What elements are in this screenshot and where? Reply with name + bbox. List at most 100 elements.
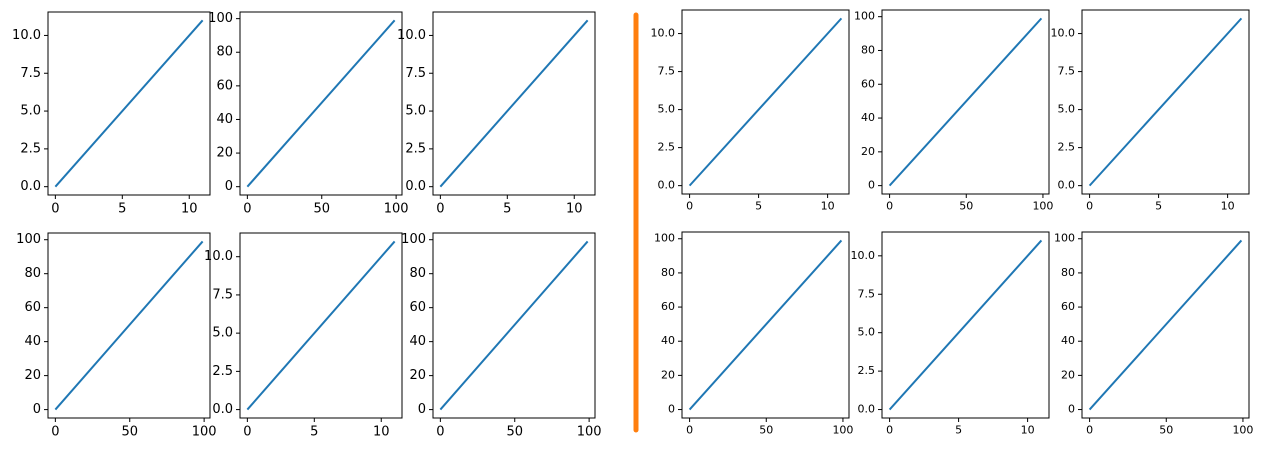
y-tick-label: 0.0: [658, 179, 676, 192]
x-tick-label: 5: [1155, 200, 1162, 213]
y-tick-label: 100: [401, 232, 426, 247]
y-tick-label: 5.0: [405, 104, 426, 119]
y-tick-label: 100: [654, 232, 675, 245]
y-tick-label: 80: [1061, 266, 1075, 279]
y-tick-label: 40: [661, 334, 675, 347]
y-tick-label: 0.0: [20, 179, 41, 194]
y-tick-label: 5.0: [1058, 103, 1076, 116]
y-tick-label: 0.0: [1058, 179, 1076, 192]
y-tick-label: 20: [1061, 368, 1075, 381]
y-tick-label: 0: [1068, 403, 1075, 416]
y-tick-label: 2.5: [658, 141, 676, 154]
x-tick-label: 0: [243, 201, 251, 216]
y-tick-label: 40: [1061, 334, 1075, 347]
x-tick-label: 100: [577, 424, 602, 439]
line: [54, 19, 204, 188]
y-tick-label: 2.5: [405, 141, 426, 156]
y-tick-label: 20: [861, 145, 875, 158]
y-tick-label: 10.0: [397, 28, 426, 43]
x-tick-label: 0: [886, 424, 893, 437]
y-tick-label: 7.5: [212, 287, 233, 302]
x-tick-label: 50: [313, 201, 330, 216]
y-tick-label: 40: [409, 334, 426, 349]
x-tick-label: 0: [51, 424, 59, 439]
x-tick-label: 100: [1032, 200, 1053, 213]
x-tick-label: 5: [503, 201, 511, 216]
line: [1088, 17, 1243, 187]
x-tick-label: 5: [755, 200, 762, 213]
x-tick-label: 50: [121, 424, 138, 439]
y-tick-label: 5.0: [212, 326, 233, 341]
y-tick-label: 80: [409, 266, 426, 281]
x-tick-label: 100: [1232, 424, 1253, 437]
y-tick-label: 10.0: [12, 28, 41, 43]
x-tick-label: 0: [436, 201, 444, 216]
x-tick-label: 10: [1221, 200, 1235, 213]
x-tick-label: 10: [566, 201, 583, 216]
y-tick-label: 20: [661, 368, 675, 381]
y-tick-label: 100: [1054, 232, 1075, 245]
y-tick-label: 7.5: [658, 65, 676, 78]
y-tick-label: 80: [861, 43, 875, 56]
x-tick-label: 10: [821, 200, 835, 213]
x-tick-label: 100: [192, 424, 217, 439]
x-tick-label: 50: [506, 424, 523, 439]
x-tick-label: 10: [1021, 424, 1035, 437]
x-tick-label: 0: [243, 424, 251, 439]
y-tick-label: 20: [216, 146, 233, 161]
y-tick-label: 7.5: [20, 66, 41, 81]
y-tick-label: 0: [33, 402, 41, 417]
y-tick-label: 60: [24, 300, 41, 315]
y-tick-label: 2.5: [1058, 141, 1076, 154]
y-tick-label: 2.5: [20, 141, 41, 156]
y-tick-label: 100: [208, 11, 233, 26]
line: [439, 240, 589, 411]
x-tick-label: 5: [955, 424, 962, 437]
x-tick-label: 0: [1086, 200, 1093, 213]
y-tick-label: 0.0: [858, 403, 876, 416]
line: [246, 19, 396, 188]
y-tick-label: 10.0: [651, 27, 676, 40]
y-tick-label: 0.0: [212, 402, 233, 417]
y-tick-label: 5.0: [858, 326, 876, 339]
line: [54, 240, 204, 411]
line: [888, 17, 1043, 187]
x-tick-label: 0: [1086, 424, 1093, 437]
y-tick-label: 2.5: [858, 364, 876, 377]
y-tick-label: 10.0: [851, 249, 876, 262]
y-tick-label: 10.0: [204, 249, 233, 264]
y-tick-label: 40: [861, 111, 875, 124]
y-tick-label: 20: [409, 368, 426, 383]
x-tick-label: 50: [759, 424, 773, 437]
y-tick-label: 60: [661, 300, 675, 313]
y-tick-label: 5.0: [20, 104, 41, 119]
x-tick-label: 50: [959, 200, 973, 213]
x-tick-label: 0: [886, 200, 893, 213]
x-tick-label: 0: [436, 424, 444, 439]
y-tick-label: 100: [16, 232, 41, 247]
y-tick-label: 0: [868, 179, 875, 192]
y-tick-label: 60: [216, 78, 233, 93]
y-tick-label: 10.0: [1051, 27, 1076, 40]
y-tick-label: 40: [216, 112, 233, 127]
x-tick-label: 0: [686, 200, 693, 213]
line: [888, 239, 1043, 411]
y-tick-label: 0: [418, 402, 426, 417]
y-tick-label: 0.0: [405, 179, 426, 194]
line: [246, 240, 396, 411]
x-tick-label: 0: [51, 201, 59, 216]
y-tick-label: 60: [861, 77, 875, 90]
x-tick-label: 100: [832, 424, 853, 437]
y-tick-label: 7.5: [1058, 65, 1076, 78]
y-tick-label: 20: [24, 368, 41, 383]
y-tick-label: 100: [854, 10, 875, 23]
line: [1088, 239, 1243, 411]
x-tick-label: 50: [1159, 424, 1173, 437]
y-tick-label: 80: [24, 266, 41, 281]
y-tick-label: 2.5: [212, 364, 233, 379]
x-tick-label: 5: [118, 201, 126, 216]
y-tick-label: 5.0: [658, 103, 676, 116]
y-tick-label: 80: [216, 45, 233, 60]
line: [439, 19, 589, 188]
